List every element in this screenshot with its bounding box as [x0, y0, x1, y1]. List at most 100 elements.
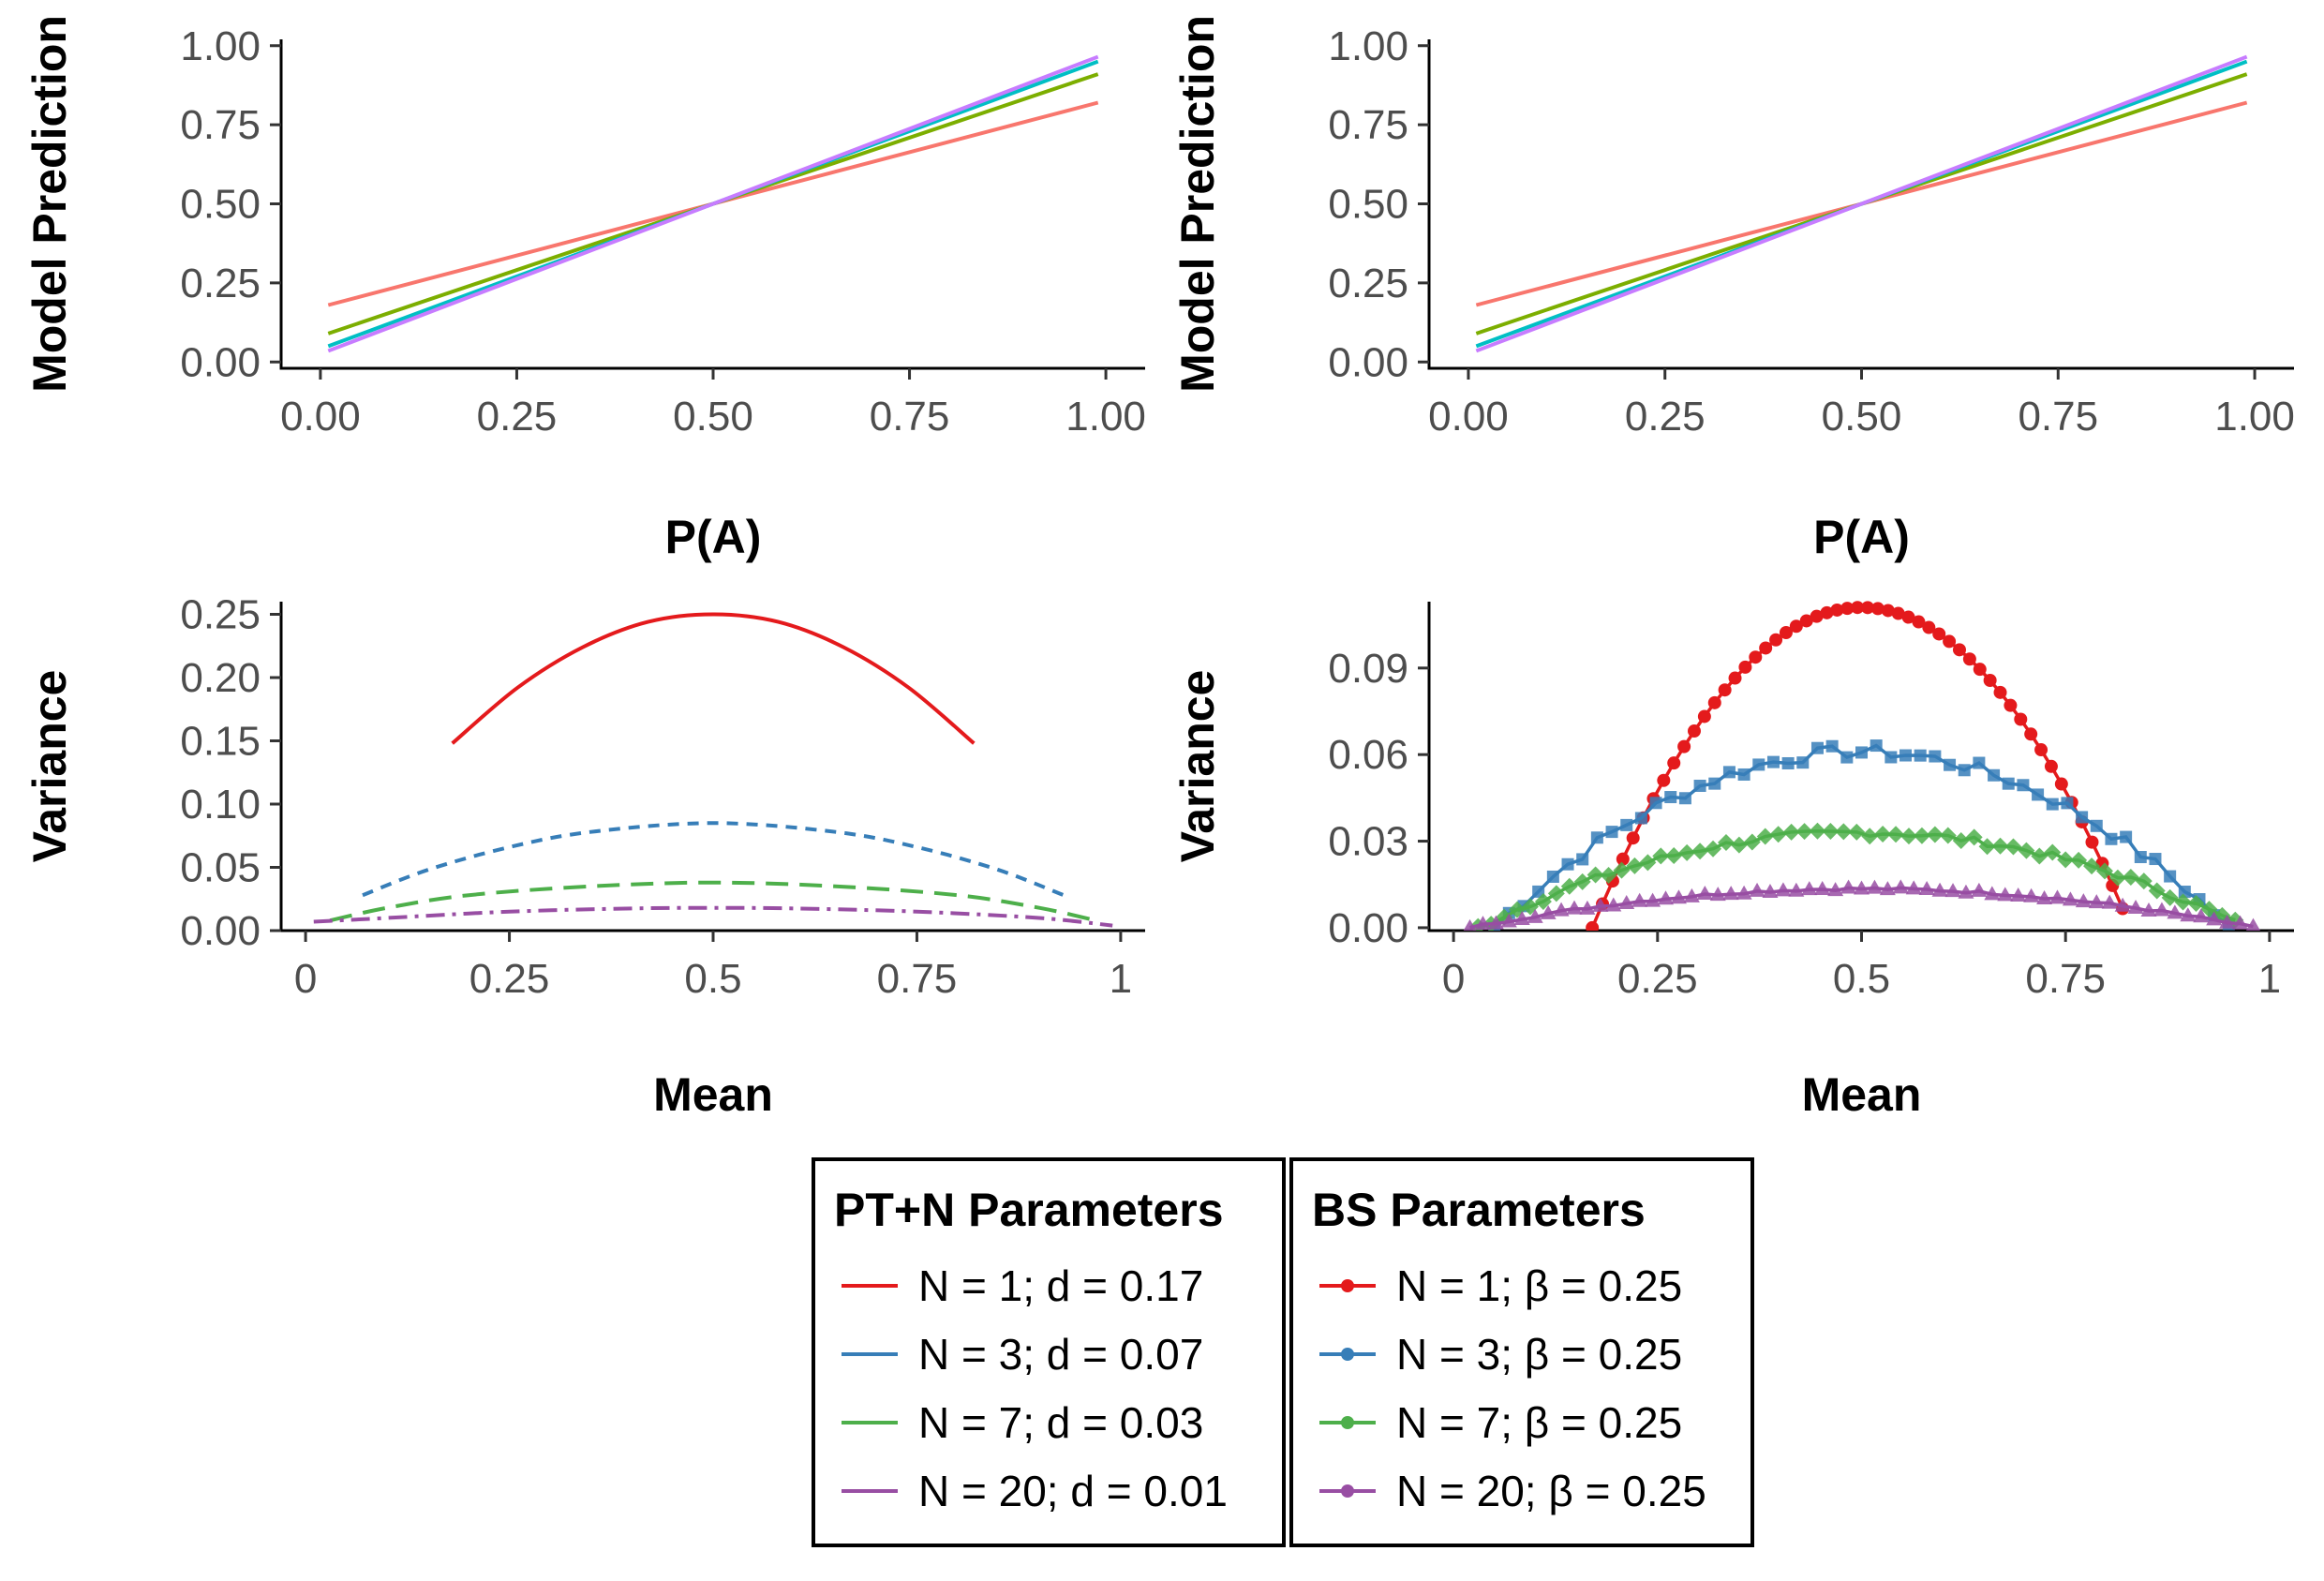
data-point: [1561, 858, 1574, 871]
data-point: [2023, 887, 2040, 902]
data-point: [1590, 831, 1603, 844]
data-point: [1781, 756, 1795, 769]
data-point: [1759, 641, 1773, 655]
data-point: [1736, 885, 1752, 900]
data-point: [1861, 601, 1875, 615]
data-point: [2095, 862, 2113, 880]
data-point: [1830, 603, 1844, 617]
data-point: [1931, 882, 1948, 897]
data-point: [1929, 750, 1942, 763]
data-point: [1879, 881, 1896, 896]
y-tick-label: 0.00: [1328, 905, 1408, 951]
data-point: [2164, 870, 2177, 883]
x-tick-label: 0.00: [1428, 394, 1509, 440]
legend-item-label: N = 7; β = 0.25: [1396, 1398, 1682, 1447]
data-point: [2085, 835, 2099, 849]
data-point: [1749, 650, 1763, 664]
y-tick-label: 0.10: [180, 782, 261, 828]
data-point: [1534, 892, 1552, 910]
data-point: [1728, 671, 1742, 685]
data-point: [2062, 891, 2078, 906]
data-point: [1892, 879, 1909, 894]
x-tick-label: 0.50: [1822, 394, 1902, 440]
data-point: [1737, 768, 1750, 781]
data-point: [1918, 881, 1935, 896]
data-point: [2105, 832, 2118, 845]
data-point: [1810, 741, 1824, 754]
data-point: [1973, 663, 1987, 677]
data-point: [1634, 812, 1647, 825]
data-point: [2048, 889, 2065, 904]
data-point: [1932, 627, 1946, 641]
y-tick-label: 0.20: [180, 655, 261, 701]
data-point: [1708, 777, 1721, 790]
data-point: [2178, 886, 2191, 899]
y-tick-label: 0.05: [180, 845, 261, 891]
data-point: [1691, 843, 1709, 860]
x-tick-label: 0.5: [1833, 956, 1890, 1002]
data-point: [1513, 910, 1530, 925]
data-point: [1618, 895, 1635, 910]
data-point: [1756, 828, 1774, 845]
x-tick-label: 0.5: [684, 956, 741, 1002]
x-tick-label: 1.00: [2214, 394, 2295, 440]
data-point: [2134, 851, 2147, 864]
data-point: [1678, 843, 1696, 861]
data-point: [2148, 882, 2166, 900]
data-point: [1861, 828, 1879, 845]
data-point: [1820, 605, 1834, 619]
data-point: [1762, 883, 1779, 898]
panel-bottom-right: 0 0.25 0.5 0.75 1 0.00 0.03 0.06 0.09 Mean Varianc…: [1171, 601, 2294, 1121]
data-point: [1866, 879, 1883, 894]
y-tick-label: 0.25: [180, 592, 261, 638]
data-point: [1848, 823, 1866, 841]
x-tick-label: 0.75: [2025, 956, 2106, 1002]
data-point: [1639, 854, 1657, 872]
data-point: [1540, 904, 1557, 919]
data-point: [1991, 837, 2009, 855]
data-point: [1645, 892, 1661, 907]
data-point: [2149, 853, 2162, 866]
data-point: [2090, 819, 2103, 832]
legend-item-label: N = 3; β = 0.25: [1396, 1330, 1682, 1379]
y-tick-label: 0.00: [180, 339, 261, 385]
data-point: [1870, 602, 1885, 616]
data-point: [1717, 834, 1735, 852]
data-point: [1586, 920, 1600, 931]
y-axis-title: Model Prediction: [23, 15, 76, 393]
data-point: [2018, 842, 2035, 859]
data-point: [1474, 916, 1491, 931]
data-point: [1652, 847, 1670, 865]
x-axis-title: Mean: [653, 1068, 773, 1121]
legend-key-dot: [1341, 1279, 1354, 1292]
legend-ptn-title: PT+N Parameters: [834, 1184, 1224, 1236]
data-point: [2044, 843, 2062, 861]
data-point: [1840, 879, 1857, 894]
x-tick-label: 0.75: [877, 956, 958, 1002]
data-point: [1827, 882, 1844, 897]
data-point: [1730, 836, 1748, 854]
data-point: [1913, 827, 1930, 844]
data-point: [1887, 826, 1905, 843]
data-point: [1592, 897, 1609, 912]
data-point: [1926, 826, 1944, 843]
panel-top-right: 0.00 0.25 0.50 0.75 1.00 0.00 0.25 0.50 0.75 1.00…: [1171, 15, 2295, 563]
data-point: [1547, 885, 1565, 902]
data-point: [1670, 889, 1687, 904]
data-point: [1738, 660, 1752, 674]
data-point: [2010, 887, 2027, 902]
data-point: [2174, 893, 2192, 911]
data-point: [1605, 897, 1622, 912]
data-point: [2232, 915, 2249, 930]
data-point: [1605, 826, 1618, 839]
data-point: [1799, 614, 1813, 628]
data-point: [2135, 873, 2153, 890]
data-point: [2014, 712, 2028, 726]
x-tick-label: 0.25: [477, 394, 558, 440]
legend-key-dot: [1341, 1416, 1354, 1429]
data-point: [1782, 823, 1800, 841]
data-point: [1971, 882, 1988, 897]
data-point: [1814, 881, 1831, 896]
panel-top-left: 0.00 0.25 0.50 0.75 1.00 0.00 0.25 0.50 0.75 1.00…: [23, 15, 1146, 563]
data-point: [1553, 902, 1570, 917]
